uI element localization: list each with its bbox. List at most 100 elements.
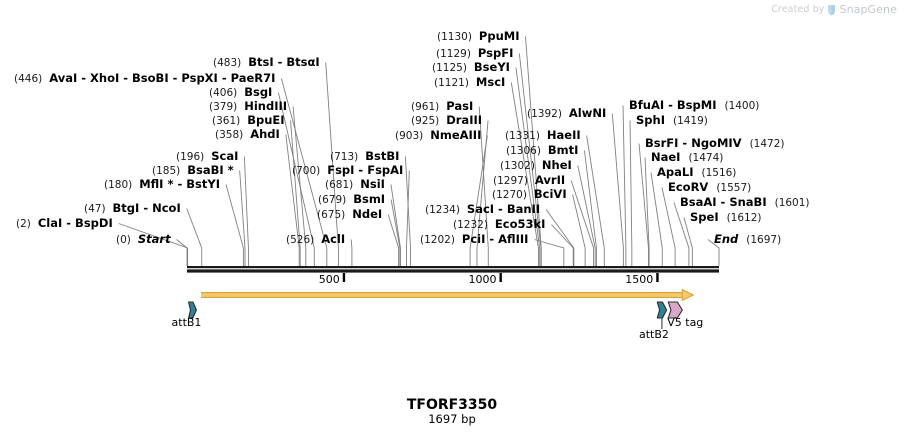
site-position: (446) [14, 73, 42, 85]
site-label-BmtI[interactable]: (1306) BmtI [506, 143, 578, 157]
site-label-HaeII[interactable]: (1331) HaeII [505, 128, 581, 142]
site-enzyme-names: BtgI - NcoI [113, 201, 181, 215]
site-label-BtsI[interactable]: (483) BtsI - BtsαI [213, 55, 320, 69]
site-label-PpuMI[interactable]: (1130) PpuMI [437, 29, 519, 43]
feature-v5-tag[interactable]: V5 tag [667, 301, 703, 329]
site-label-HindIII[interactable]: (379) HindIII [209, 99, 287, 113]
site-enzyme-names: SpeI [690, 210, 719, 224]
site-label-AhdI[interactable]: (358) AhdI [215, 127, 280, 141]
site-enzyme-names: BfuAI - BspMI [629, 98, 716, 112]
sequence-length: 1697 bp [428, 412, 476, 426]
site-label-BciVI[interactable]: (1270) BciVI [492, 187, 567, 201]
site-label-BfuAI[interactable]: (1400) BfuAI - BspMI [629, 98, 759, 112]
site-label-AvrII[interactable]: (1297) AvrII [493, 173, 565, 187]
site-position: (681) [325, 179, 353, 191]
site-position: (358) [215, 129, 243, 141]
site-leader-line [622, 105, 627, 266]
site-label-SacI[interactable]: (1234) SacI - BanII [425, 202, 540, 216]
ruler-tick-500 [342, 273, 346, 282]
orf-arrow-head [681, 288, 695, 302]
site-leader-line [325, 62, 339, 266]
site-leader-line [290, 120, 301, 266]
site-enzyme-names: EcoRV [668, 180, 708, 194]
site-leader-line [176, 239, 188, 266]
site-label-NaeI[interactable]: (1474) NaeI [651, 150, 723, 164]
site-label-PasI[interactable]: (961) PasI [411, 99, 473, 113]
site-leader-line [683, 217, 693, 266]
site-label-ScaI[interactable]: (196) ScaI [176, 149, 238, 163]
site-leader-line [545, 209, 575, 266]
site-enzyme-names: AvrII [535, 173, 565, 187]
site-label-Start[interactable]: (0) Start [116, 232, 171, 246]
site-leader-line [243, 156, 249, 266]
site-leader-line [551, 224, 574, 266]
site-label-BstBI[interactable]: (713) BstBI [330, 149, 399, 163]
site-position: (1392) [527, 108, 562, 120]
site-leader-line [586, 135, 605, 266]
site-label-PciI[interactable]: (1202) PciI - AflIII [420, 232, 528, 246]
site-position: (483) [213, 57, 241, 69]
site-enzyme-names: PasI [446, 99, 473, 113]
site-label-BsaBI[interactable]: (185) BsaBI * [152, 163, 234, 177]
site-label-EcoRV[interactable]: (1557) EcoRV [668, 180, 751, 194]
site-label-DraIII[interactable]: (925) DraIII [411, 113, 482, 127]
site-enzyme-names: ScaI [211, 149, 238, 163]
site-position: (361) [212, 115, 240, 127]
site-label-SpeI[interactable]: (1612) SpeI [690, 210, 762, 224]
site-label-NsiI[interactable]: (681) NsiI [325, 177, 385, 191]
site-label-ApaLI[interactable]: (1516) ApaLI [657, 165, 736, 179]
site-label-BpuEI[interactable]: (361) BpuEI [212, 113, 285, 127]
site-label-AclI[interactable]: (526) AclI [286, 232, 345, 246]
ruler-group: 500 1000 1500 [319, 273, 659, 286]
site-position: (1270) [492, 189, 527, 201]
site-label-BsmI[interactable]: (679) BsmI [318, 192, 385, 206]
site-position: (196) [176, 151, 204, 163]
site-label-NmeAIII[interactable]: (903) NmeAIII [395, 128, 481, 142]
site-position: (1129) [436, 48, 471, 60]
site-enzyme-names: MscI [476, 75, 505, 89]
site-position: (526) [286, 234, 314, 246]
site-label-NheI[interactable]: (1302) NheI [500, 158, 572, 172]
feature-attb1[interactable]: attB1 [172, 301, 202, 329]
site-label-BseYI[interactable]: (1125) BseYI [432, 60, 510, 74]
site-label-FspI[interactable]: (700) FspI - FspAI [292, 163, 403, 177]
site-label-BtgI[interactable]: (47) BtgI - NcoI [84, 201, 181, 215]
site-enzyme-names: NsiI [360, 177, 385, 191]
site-label-SphI[interactable]: (1419) SphI [636, 113, 708, 127]
feature-label-v5-tag: V5 tag [667, 316, 703, 329]
site-label-BsrFI[interactable]: (1472) BsrFI - NgoMIV [645, 136, 784, 150]
site-position: (1130) [437, 31, 472, 43]
site-position: (1202) [420, 234, 455, 246]
site-enzyme-names: SacI - BanII [467, 202, 540, 216]
site-label-Eco53kI[interactable]: (1232) Eco53kI [453, 217, 545, 231]
feature-orf[interactable] [201, 288, 695, 302]
site-enzyme-names: HaeII [547, 128, 581, 142]
site-enzyme-names: BsgI [244, 85, 272, 99]
site-position: (1297) [493, 175, 528, 187]
site-enzyme-names: NheI [542, 158, 572, 172]
site-enzyme-names: BstBI [365, 149, 399, 163]
site-label-ClaI[interactable]: (2) ClaI - BspDI [16, 216, 113, 230]
site-label-BsaAI[interactable]: (1601) BsaAI - SnaBI [680, 195, 810, 209]
site-leader-line [478, 106, 489, 266]
site-leader-line [515, 67, 541, 266]
sequence-backbone [187, 266, 719, 273]
site-label-NdeI[interactable]: (675) NdeI [317, 207, 382, 221]
site-leader-line [469, 135, 488, 266]
site-leader-line [518, 53, 542, 266]
site-leader-line [239, 170, 246, 266]
site-position: (679) [318, 194, 346, 206]
site-leader-line [572, 194, 586, 266]
site-label-MflI[interactable]: (180) MflI * - BstYI [104, 177, 220, 191]
site-label-MscI[interactable]: (1121) MscI [434, 75, 505, 89]
feature-attb2[interactable]: attB2 [639, 301, 669, 341]
site-label-BsgI[interactable]: (406) BsgI [209, 85, 272, 99]
site-label-PspFI[interactable]: (1129) PspFI [436, 46, 513, 60]
site-label-AlwNI[interactable]: (1392) AlwNI [527, 106, 606, 120]
site-leader-line [285, 134, 300, 266]
sequence-title: TFORF3350 [407, 397, 498, 413]
site-label-AvaI[interactable]: (446) AvaI - XhoI - BsoBI - PspXI - PaeR7… [14, 71, 275, 85]
site-leader-line [638, 143, 649, 266]
site-enzyme-names: BtsI - BtsαI [248, 55, 319, 69]
site-label-End[interactable]: (1697) End [714, 232, 781, 246]
